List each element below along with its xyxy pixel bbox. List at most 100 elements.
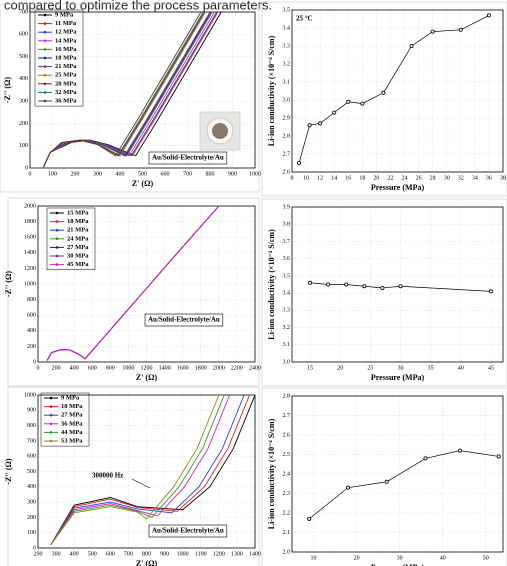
x-tick-label: 40	[458, 365, 464, 371]
data-point	[326, 282, 331, 287]
data-point	[362, 284, 367, 289]
x-tick-label: 400	[116, 171, 125, 177]
x-tick-label: 900	[160, 551, 169, 557]
legend-label: 36 MPa	[55, 97, 77, 104]
legend-label: 18 MPa	[67, 218, 89, 225]
chart-panel: 0 100 200 300 400 500 600 700 800 900 1000 200 300 40…	[4, 386, 261, 566]
legend-marker	[55, 220, 59, 223]
chart-panel: 0 200 400 600 800 1000 1200 1400 1600 1800 2000 0 20…	[4, 197, 261, 387]
data-point	[398, 284, 403, 289]
chart-panel: 0 100 200 300 400 500 600 700 0 100 200 300 400 500 60…	[0, 3, 261, 193]
y-tick-label: 2.9	[283, 115, 291, 121]
x-tick-label: 1200	[141, 365, 153, 371]
x-tick-label: 1600	[177, 365, 189, 371]
data-point	[380, 285, 385, 290]
legend-label: 36 MPa	[61, 420, 83, 427]
y-axis-label: -Z'' (Ω)	[3, 77, 12, 104]
legend-box	[34, 9, 84, 107]
plot-border	[291, 395, 504, 553]
legend-label: 45 MPa	[67, 261, 89, 268]
x-tick-label: 1400	[249, 551, 261, 557]
data-point	[486, 13, 491, 18]
x-tick-label: 500	[138, 171, 147, 177]
y-tick-label: 0	[33, 545, 36, 551]
x-tick-label: 18	[359, 175, 365, 181]
legend-marker	[49, 431, 53, 434]
y-tick-label: 3.4	[283, 25, 291, 31]
legend-label: 30 MPa	[67, 252, 89, 259]
legend-marker	[49, 396, 53, 400]
x-tick-label: 1100	[195, 551, 207, 557]
annotation: Au/Solid-Electrolyte/Au	[152, 527, 224, 535]
y-tick-label: 2.1	[283, 530, 291, 536]
y-tick-label: 2.7	[283, 413, 291, 419]
y-tick-label: 1400	[24, 250, 36, 256]
data-point	[381, 90, 386, 95]
x-axis-label: Z' (Ω)	[136, 559, 158, 566]
x-axis-label: Pressure (MPa)	[371, 183, 425, 192]
sample-photo	[199, 111, 241, 151]
plot-border	[37, 205, 256, 363]
data-point	[488, 289, 493, 294]
y-tick-label: 800	[27, 423, 36, 429]
x-tick-label: 30	[444, 175, 450, 181]
y-tick-label: 700	[19, 9, 28, 15]
y-tick-label: 2.4	[283, 471, 291, 477]
legend-label: 11 MPa	[55, 20, 77, 27]
x-tick-label: 8	[291, 175, 294, 181]
x-tick-label: 800	[206, 171, 215, 177]
y-tick-label: 300	[19, 99, 28, 105]
y-tick-label: 1000	[24, 392, 36, 398]
x-tick-label: 900	[228, 171, 237, 177]
legend-label: 44 MPa	[61, 429, 83, 436]
legend-marker	[43, 73, 47, 77]
chart-panel: 2.6 2.7 2.8 2.9 3.0 3.1 3.2 3.3 3.4 3.5 8 10 12 14 16 1…	[261, 1, 507, 197]
data-line	[50, 394, 245, 546]
annotation: Au/Solid-Electrolyte/Au	[152, 154, 224, 162]
x-tick-label: 20	[373, 175, 379, 181]
data-point	[344, 282, 349, 287]
x-tick-label: 600	[161, 171, 170, 177]
data-point	[346, 99, 351, 104]
x-tick-label: 24	[402, 175, 408, 181]
y-tick-label: 200	[19, 121, 28, 127]
data-line	[50, 394, 231, 546]
y-tick-label: 600	[27, 454, 36, 460]
y-tick-label: 2.8	[283, 133, 291, 139]
legend-label: 24 MPa	[67, 235, 89, 242]
y-tick-label: 3.7	[283, 239, 291, 245]
y-tick-label: 0	[25, 165, 28, 171]
legend-marker	[43, 99, 47, 103]
x-tick-label: 1000	[122, 365, 134, 371]
x-tick-label: 40	[440, 555, 446, 561]
y-tick-label: 300	[27, 499, 36, 505]
frame	[7, 197, 260, 387]
legend-label: 27 MPa	[67, 244, 89, 251]
legend-marker	[55, 237, 59, 241]
frame	[261, 198, 507, 387]
x-tick-label: 50	[483, 555, 489, 561]
data-point	[430, 29, 435, 34]
y-tick-label: 2.6	[283, 169, 291, 175]
data-point	[458, 27, 463, 32]
y-tick-label: 3.5	[283, 273, 291, 279]
x-tick-label: 200	[52, 365, 61, 371]
y-tick-label: 600	[19, 32, 28, 38]
y-tick-label: 3.6	[283, 256, 291, 262]
x-tick-label: 32	[458, 175, 464, 181]
plot-border	[29, 11, 256, 169]
y-tick-label: 100	[19, 143, 28, 149]
data-point	[308, 280, 313, 285]
data-line	[50, 394, 220, 546]
legend-marker	[49, 413, 53, 417]
x-tick-label: 800	[142, 551, 151, 557]
data-point	[307, 123, 312, 128]
legend-label: 18 MPa	[55, 54, 77, 61]
y-tick-label: 3.9	[283, 204, 291, 210]
x-tick-label: 12	[317, 175, 323, 181]
y-tick-label: 1200	[24, 266, 36, 272]
y-tick-label: 400	[27, 328, 36, 334]
x-tick-label: 22	[387, 175, 393, 181]
data-point	[409, 44, 414, 49]
y-tick-label: 3.5	[283, 7, 291, 13]
